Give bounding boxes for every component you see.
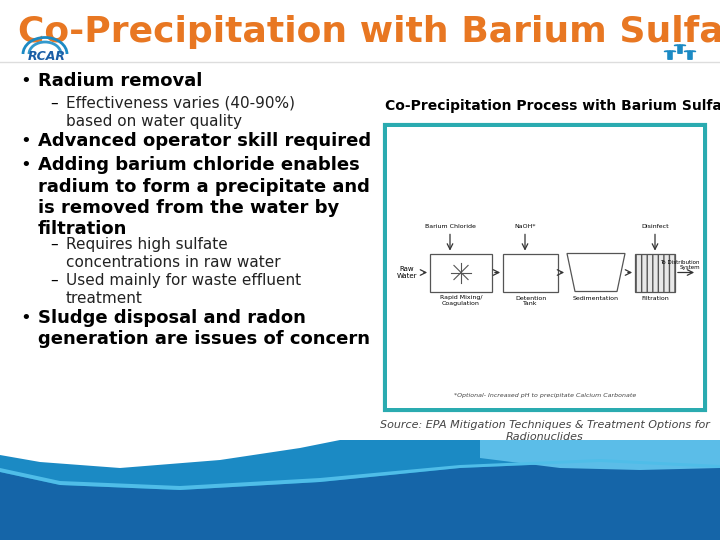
Text: •: • — [20, 72, 31, 90]
Text: –: – — [50, 273, 58, 288]
Polygon shape — [0, 440, 340, 468]
Text: Filtration: Filtration — [641, 295, 669, 300]
Text: Adding barium chloride enables
radium to form a precipitate and
is removed from : Adding barium chloride enables radium to… — [38, 156, 370, 239]
FancyArrowPatch shape — [675, 45, 685, 53]
Text: Effectiveness varies (40-90%)
based on water quality: Effectiveness varies (40-90%) based on w… — [66, 96, 295, 129]
Bar — [385, 125, 705, 410]
Text: Rapid Mixing/
Coagulation: Rapid Mixing/ Coagulation — [440, 295, 482, 306]
Text: Raw
Water: Raw Water — [397, 266, 418, 279]
Text: –: – — [50, 96, 58, 111]
Text: RCAR: RCAR — [28, 50, 66, 63]
Text: Barium Chloride: Barium Chloride — [425, 225, 475, 230]
Text: –: – — [50, 237, 58, 252]
Bar — [387, 127, 703, 408]
Polygon shape — [567, 253, 625, 292]
Bar — [430, 253, 492, 292]
Bar — [0, 440, 720, 540]
Bar — [635, 253, 675, 292]
Text: Co-Precipitation with Barium Sulfate (SSCT): Co-Precipitation with Barium Sulfate (SS… — [18, 15, 720, 49]
Text: Detention
Tank: Detention Tank — [515, 295, 546, 306]
Text: Used mainly for waste effluent
treatment: Used mainly for waste effluent treatment — [66, 273, 301, 306]
Text: Radium removal: Radium removal — [38, 72, 202, 90]
Text: •: • — [20, 156, 31, 174]
Bar — [503, 253, 558, 292]
Text: Source: EPA Mitigation Techniques & Treatment Options for
Radionuclides: Source: EPA Mitigation Techniques & Trea… — [380, 420, 710, 442]
Text: Co-Precipitation Process with Barium Sulfate: Co-Precipitation Process with Barium Sul… — [385, 99, 720, 113]
Text: •: • — [20, 309, 31, 327]
FancyArrowPatch shape — [665, 51, 675, 59]
Text: NaOH*: NaOH* — [514, 225, 536, 230]
FancyArrowPatch shape — [685, 51, 696, 59]
Text: Sludge disposal and radon
generation are issues of concern: Sludge disposal and radon generation are… — [38, 309, 370, 348]
Text: Requires high sulfate
concentrations in raw water: Requires high sulfate concentrations in … — [66, 237, 281, 270]
Text: Disinfect: Disinfect — [642, 225, 669, 230]
Polygon shape — [0, 440, 720, 490]
Polygon shape — [480, 440, 720, 470]
Text: *Optional- Increased pH to precipitate Calcium Carbonate: *Optional- Increased pH to precipitate C… — [454, 393, 636, 398]
Text: To Distribution
System: To Distribution System — [660, 260, 700, 271]
Text: •: • — [20, 132, 31, 150]
Text: Advanced operator skill required: Advanced operator skill required — [38, 132, 371, 150]
Polygon shape — [0, 459, 720, 490]
Text: Sedimentation: Sedimentation — [573, 295, 619, 300]
